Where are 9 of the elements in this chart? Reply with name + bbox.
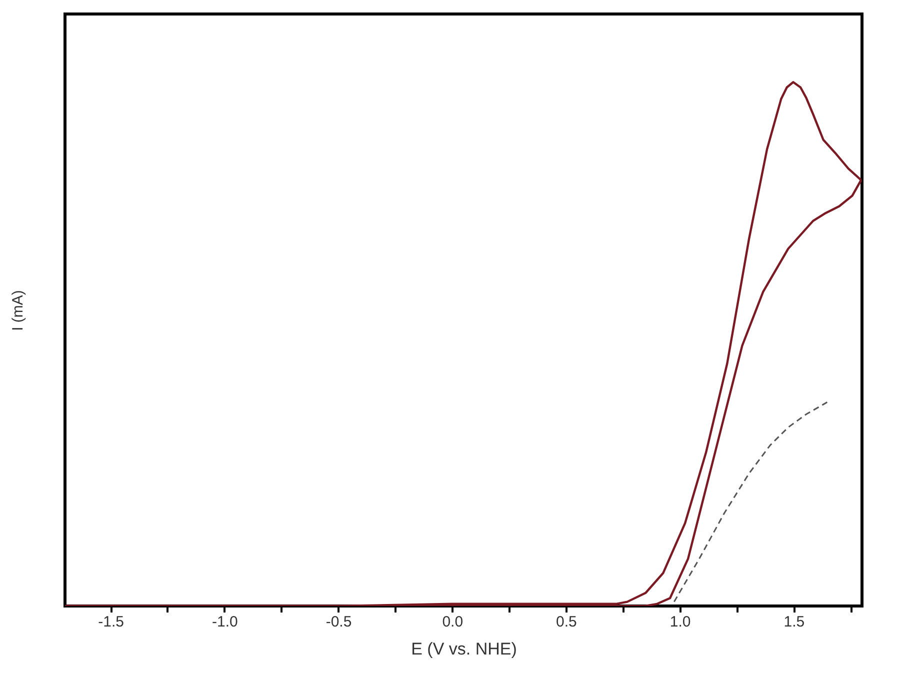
x-tick-label: -1.5 [98,614,124,630]
x-tick-label: 1.0 [670,614,691,630]
x-tick-label: -0.5 [326,614,352,630]
x-tick-label: 1.5 [784,614,805,630]
x-axis-title: E (V vs. NHE) [411,640,517,658]
x-tick-label: -1.0 [212,614,238,630]
x-tick-label: 0.0 [442,614,464,630]
y-axis-title: I (mA) [10,290,26,331]
x-tick-label: 0.5 [556,614,577,630]
